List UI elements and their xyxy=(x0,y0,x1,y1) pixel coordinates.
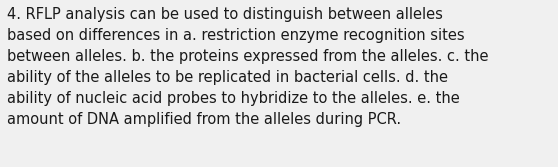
Text: 4. RFLP analysis can be used to distinguish between alleles
based on differences: 4. RFLP analysis can be used to distingu… xyxy=(7,7,488,127)
